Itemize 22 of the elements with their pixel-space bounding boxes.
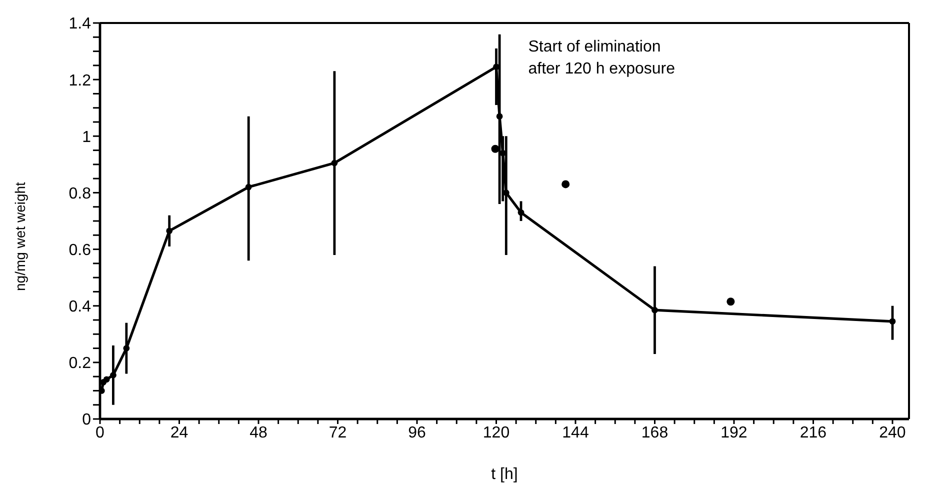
y-tick-label: 1.2	[68, 72, 92, 90]
y-tick-label: 0.8	[68, 185, 92, 202]
x-axis-title: t [h]	[491, 466, 518, 483]
y-tick-label: 0	[82, 412, 92, 429]
x-tick-label: 144	[562, 424, 589, 442]
x-tick-label: 72	[328, 424, 347, 442]
x-tick-label: 168	[641, 424, 668, 442]
x-tick-label: 216	[800, 424, 827, 442]
y-tick-label: 0.2	[68, 355, 92, 372]
x-tick-label: 120	[482, 424, 510, 442]
y-tick-label: 0.6	[68, 242, 92, 259]
y-tick-label: 0.4	[68, 298, 92, 316]
y-tick-label: 1.4	[68, 16, 92, 33]
x-tick-label: 240	[879, 424, 906, 442]
x-tick-label: 48	[250, 424, 268, 442]
x-tick-label: 0	[96, 424, 105, 442]
y-axis-title: ng/mg wet weight	[12, 182, 28, 291]
y-tick-label: 1	[82, 128, 92, 146]
annotation: Start of elimination after 120 h exposure	[528, 38, 676, 78]
x-tick-label: 96	[408, 424, 426, 442]
x-tick-label: 192	[720, 424, 748, 442]
x-tick-label: 24	[170, 424, 188, 442]
